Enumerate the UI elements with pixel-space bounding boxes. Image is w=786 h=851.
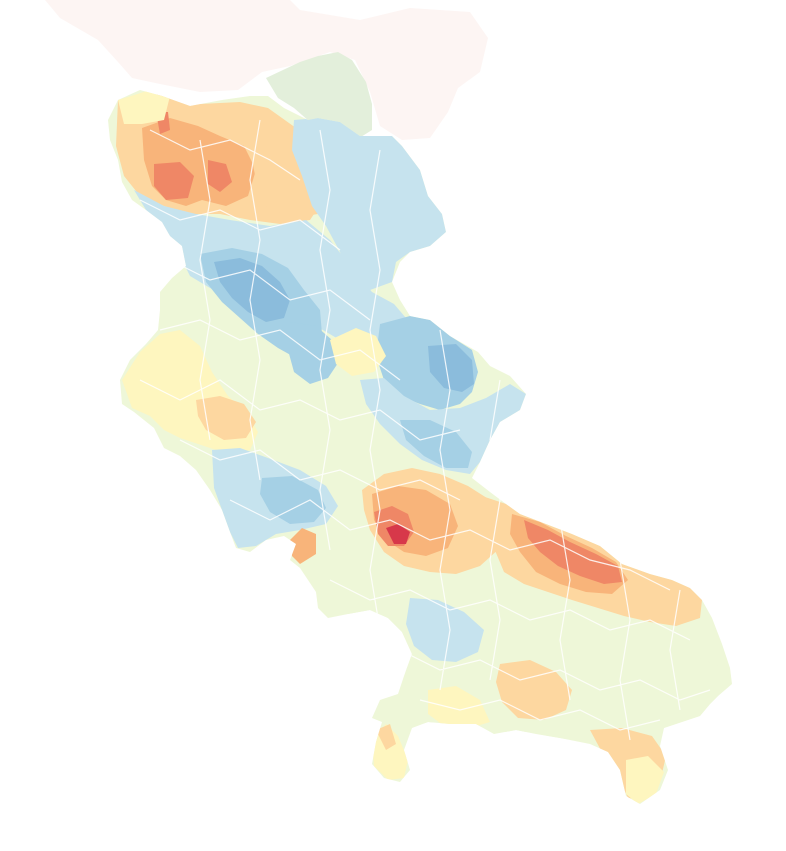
region-north-blue-large: [292, 118, 446, 290]
region-west-warm-patch: [196, 396, 256, 440]
district-boundaries: [139, 119, 711, 741]
context-region-north: [45, 0, 488, 140]
neighbor-region-north: [266, 52, 372, 140]
region-south-light-blue: [406, 598, 484, 662]
region-southwest-hot-spot: [290, 528, 316, 564]
region-northwest-hot-b: [154, 162, 194, 200]
region-south-pale-yellow: [428, 686, 490, 728]
region-central-hottest: [386, 524, 410, 544]
region-southeast-pale-tail: [626, 756, 664, 804]
region-northwest-hot-c: [208, 160, 232, 192]
context-regions: [45, 0, 488, 140]
region-south-exclave-warm: [376, 724, 396, 750]
region-west-mid-blue-south: [260, 476, 326, 524]
region-northwest-warm-east: [250, 150, 326, 218]
region-east-dark-blue: [428, 344, 474, 392]
region-south-warm-patch: [496, 660, 572, 720]
region-central-blue-a: [288, 322, 340, 384]
district-boundary-lines: [139, 119, 711, 741]
district-polygons: [116, 90, 730, 804]
region-northwest-pale: [118, 90, 170, 124]
